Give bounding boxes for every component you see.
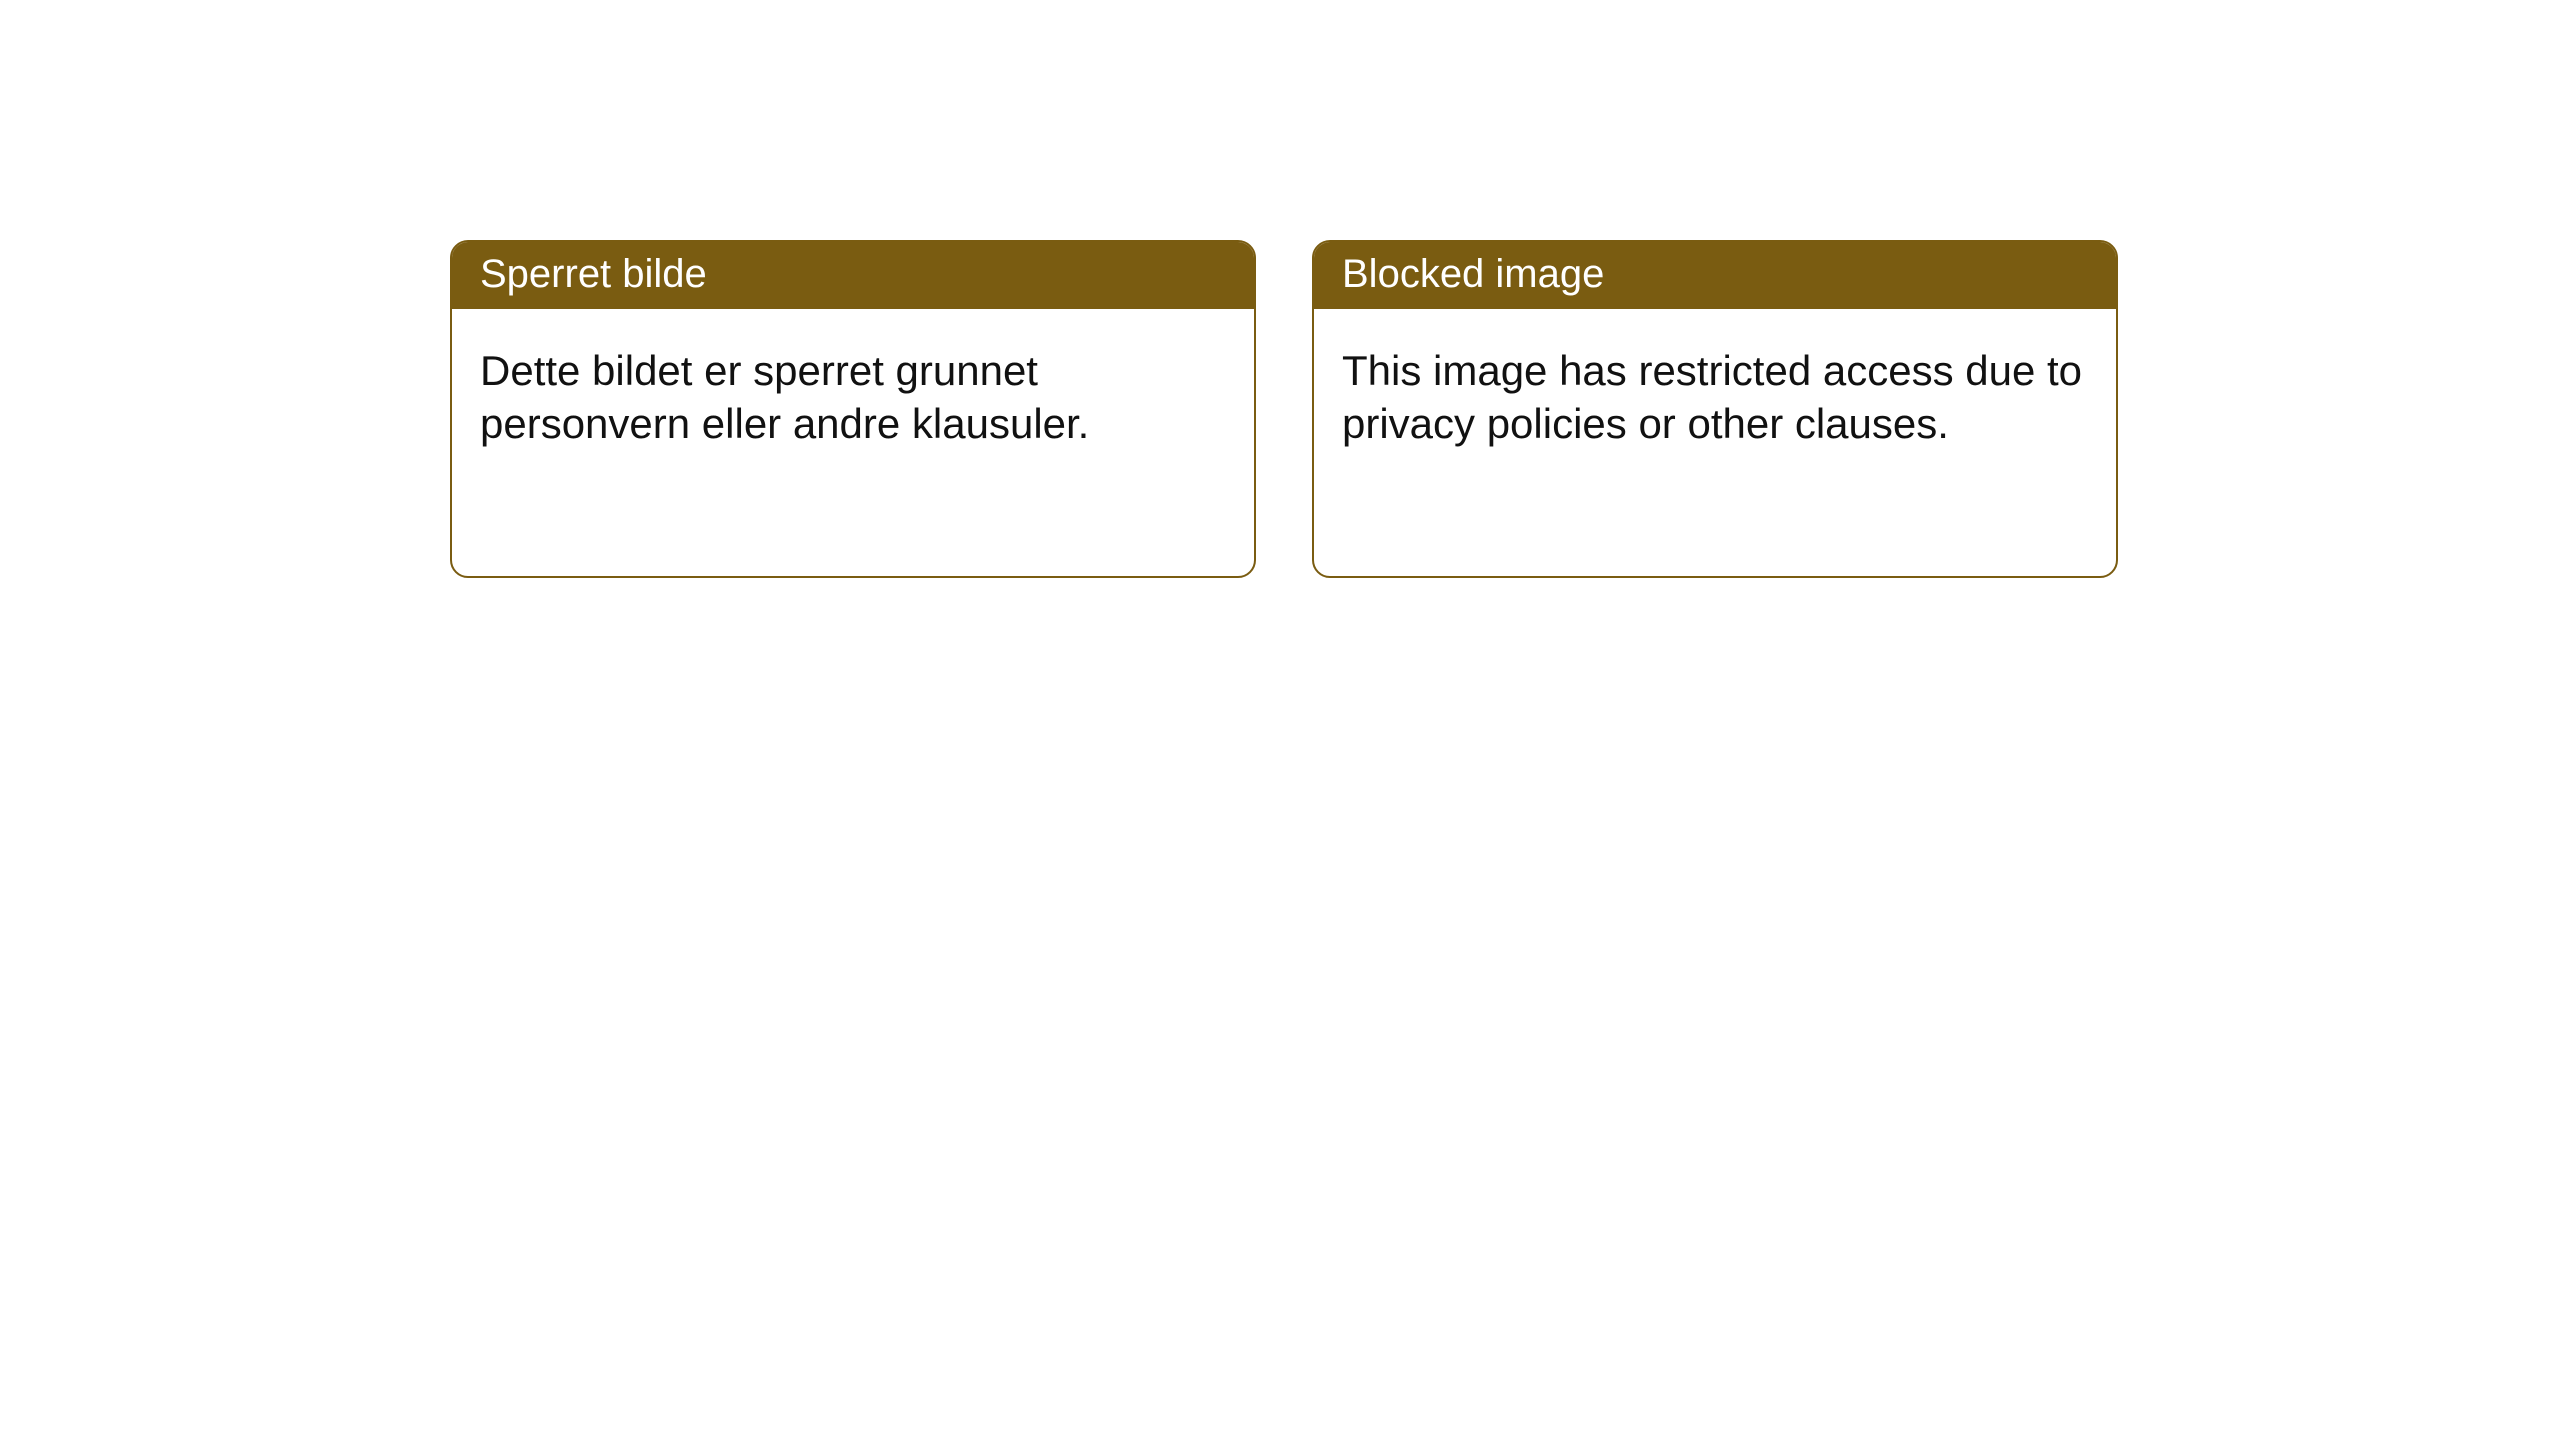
notice-card-title: Sperret bilde	[452, 242, 1254, 309]
notice-container: Sperret bilde Dette bildet er sperret gr…	[0, 0, 2560, 578]
notice-card-body: Dette bildet er sperret grunnet personve…	[452, 309, 1254, 486]
notice-card-english: Blocked image This image has restricted …	[1312, 240, 2118, 578]
notice-card-title: Blocked image	[1314, 242, 2116, 309]
notice-card-norwegian: Sperret bilde Dette bildet er sperret gr…	[450, 240, 1256, 578]
notice-card-body: This image has restricted access due to …	[1314, 309, 2116, 486]
